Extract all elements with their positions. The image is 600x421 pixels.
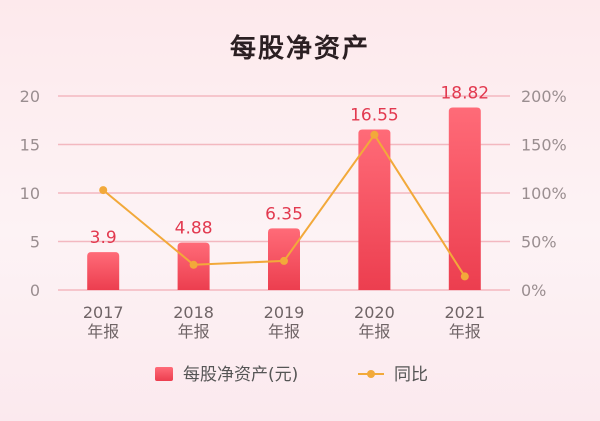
bar bbox=[358, 129, 391, 290]
bar-value-label: 16.55 bbox=[350, 105, 399, 125]
right-tick-label: 0% bbox=[521, 281, 546, 300]
right-tick-label: 200% bbox=[521, 87, 567, 106]
right-tick-label: 150% bbox=[521, 136, 567, 155]
bar-value-label: 3.9 bbox=[90, 228, 117, 248]
legend-bar-swatch bbox=[155, 367, 173, 381]
bar bbox=[87, 252, 120, 290]
bar-value-label: 18.82 bbox=[440, 83, 489, 103]
legend-line-label: 同比 bbox=[394, 365, 428, 385]
yoy-point bbox=[460, 272, 469, 281]
left-tick-label: 5 bbox=[30, 233, 40, 252]
left-tick-label: 10 bbox=[20, 184, 40, 203]
category-year-label: 2018 bbox=[173, 303, 214, 322]
legend-line-marker bbox=[367, 370, 375, 378]
category-year-label: 2021 bbox=[444, 303, 485, 322]
category-year-label: 2017 bbox=[83, 303, 124, 322]
yoy-point bbox=[280, 256, 288, 265]
bar bbox=[448, 107, 481, 290]
yoy-point bbox=[189, 260, 198, 269]
category-year-label: 2019 bbox=[264, 303, 305, 322]
category-sub-label: 年报 bbox=[358, 322, 390, 341]
bar-value-label: 4.88 bbox=[175, 219, 213, 239]
category-sub-label: 年报 bbox=[268, 322, 300, 341]
right-tick-label: 50% bbox=[521, 233, 557, 252]
bar-value-label: 6.35 bbox=[265, 204, 303, 224]
yoy-point bbox=[99, 186, 108, 195]
left-tick-label: 20 bbox=[20, 87, 40, 106]
category-sub-label: 年报 bbox=[178, 322, 210, 341]
chart-title: 每股净资产 bbox=[229, 34, 370, 64]
left-tick-label: 15 bbox=[20, 136, 40, 155]
category-sub-label: 年报 bbox=[87, 322, 119, 341]
category-year-label: 2020 bbox=[354, 303, 395, 322]
legend-bar-label: 每股净资产(元) bbox=[183, 365, 298, 385]
right-tick-label: 100% bbox=[521, 184, 567, 203]
category-sub-label: 年报 bbox=[449, 322, 481, 341]
left-tick-label: 0 bbox=[30, 281, 40, 300]
yoy-point bbox=[370, 130, 379, 139]
